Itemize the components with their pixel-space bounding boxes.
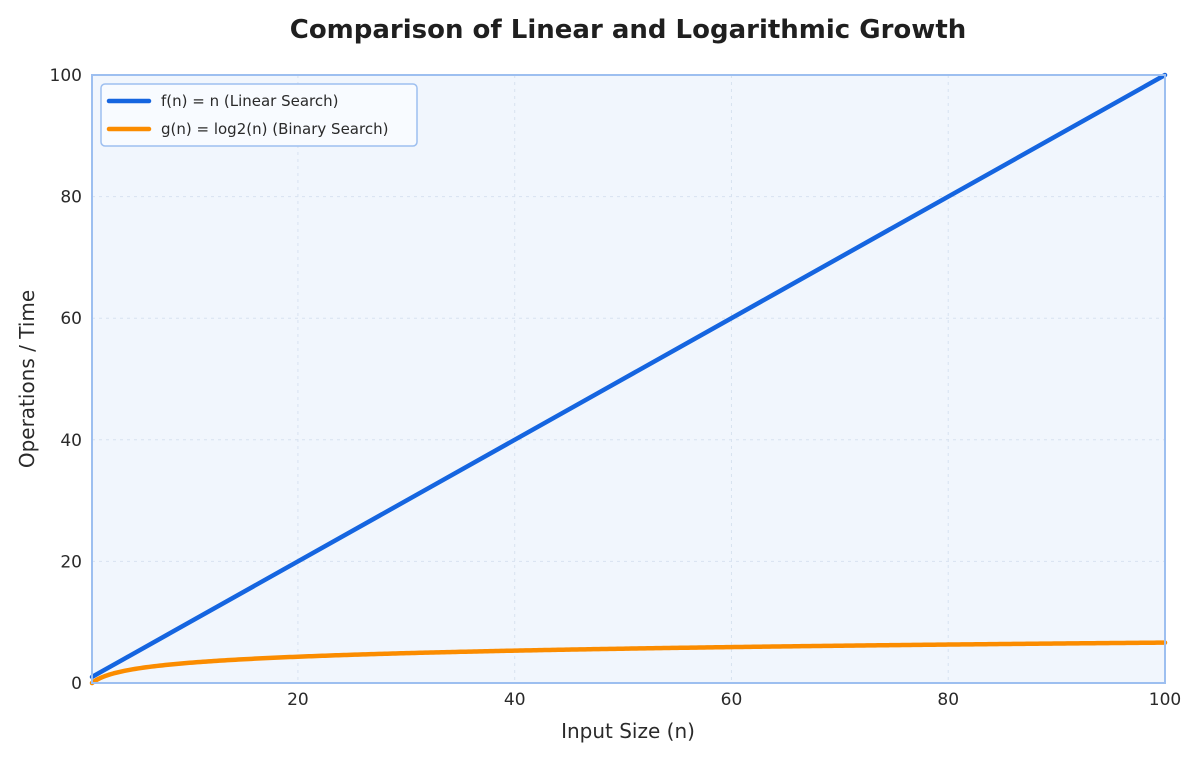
y-axis-ticks: 0 20 40 60 80 100 — [50, 66, 82, 694]
x-axis-label: Input Size (n) — [561, 719, 695, 743]
y-tick-label: 40 — [60, 431, 82, 451]
legend-label: f(n) = n (Linear Search) — [161, 92, 339, 110]
plot-border — [91, 74, 1166, 684]
grid — [92, 75, 1165, 683]
x-tick-label: 100 — [1149, 690, 1181, 710]
x-tick-label: 60 — [721, 690, 743, 710]
legend-box — [100, 83, 418, 147]
y-tick-label: 20 — [60, 552, 82, 572]
series-line-1 — [89, 72, 1168, 680]
y-tick-label: 80 — [60, 188, 82, 208]
x-tick-label: 40 — [504, 690, 526, 710]
series-line-2 — [89, 640, 1168, 686]
y-tick-label: 0 — [71, 674, 82, 694]
chart-title: Comparison of Linear and Logarithmic Gro… — [290, 15, 967, 45]
y-axis-label: Operations / Time — [15, 290, 39, 468]
legend-label: g(n) = log2(n) (Binary Search) — [161, 120, 388, 138]
series-layer — [89, 72, 1168, 686]
x-axis-ticks: 20 40 60 80 100 — [287, 690, 1181, 710]
x-tick-label: 20 — [287, 690, 309, 710]
x-tick-label: 80 — [937, 690, 959, 710]
legend: f(n) = n (Linear Search) g(n) = log2(n) (… — [100, 83, 418, 147]
y-tick-label: 100 — [50, 66, 82, 86]
y-tick-label: 60 — [60, 309, 82, 329]
